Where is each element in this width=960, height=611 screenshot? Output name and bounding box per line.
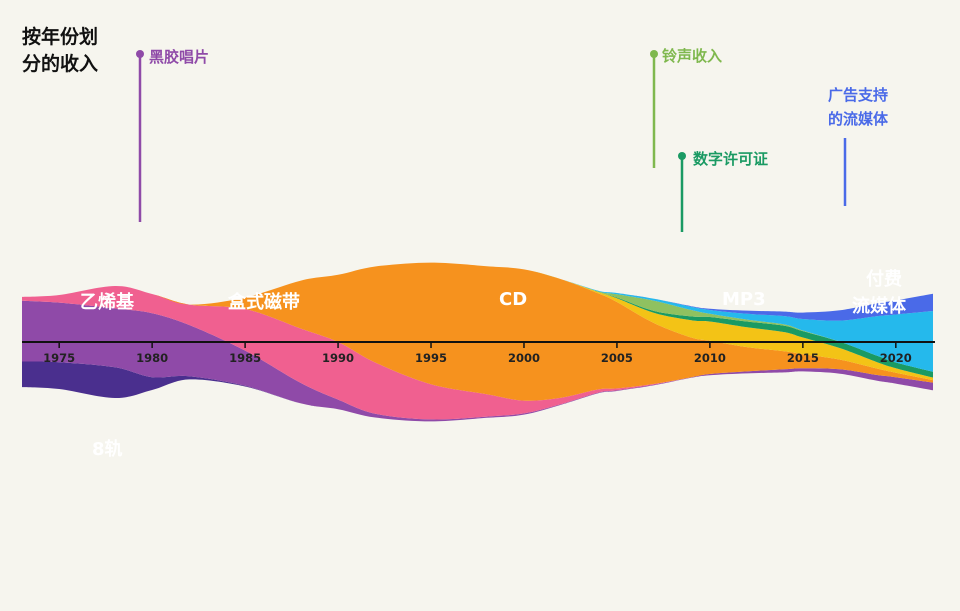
x-tick-label: 1995: [415, 351, 448, 365]
label-vinyl: 乙烯基: [80, 292, 134, 313]
annotation-ad-streaming-line-2: 的流媒体: [828, 110, 889, 128]
x-tick-label: 1990: [322, 351, 355, 365]
label-mp3: MP3: [722, 289, 766, 310]
annotation-pointer-dot: [650, 50, 658, 58]
stream-band-2: [22, 285, 933, 420]
label-paid-streaming-line-2: 流媒体: [852, 296, 906, 317]
label-paid-streaming-line-1: 付费: [866, 269, 902, 290]
stream-band-7: [22, 262, 933, 372]
x-tick-label: 2015: [786, 351, 819, 365]
chart-title-line-2: 分的收入: [22, 53, 99, 75]
annotation-pointer-dot: [678, 152, 686, 160]
x-tick-label: 1985: [229, 351, 262, 365]
annotation-ringtones: 铃声收入: [662, 47, 723, 65]
stream-band-3: [22, 262, 933, 401]
stream-band-8: [22, 262, 933, 321]
label-cassette: 盒式磁带: [228, 292, 300, 313]
annotation-pointer-dot: [136, 50, 144, 58]
x-tick-label: 1975: [43, 351, 76, 365]
label-cd: CD: [499, 289, 528, 310]
x-tick-label: 1980: [136, 351, 169, 365]
stream-band-0: [22, 361, 933, 422]
x-tick-label: 2005: [600, 351, 633, 365]
label-paid-streaming: 付费 流媒体: [852, 266, 906, 320]
annotation-digital-licenses: 数字许可证: [693, 150, 769, 168]
x-tick-label: 2020: [879, 351, 912, 365]
annotation-ad-streaming: 广告支持 的流媒体: [828, 83, 888, 131]
label-8track: 8轨: [92, 439, 123, 460]
chart-title: 按年份划 分的收入: [22, 24, 98, 78]
x-tick-label: 2000: [507, 351, 540, 365]
annotation-vinyl-records: 黑胶唱片: [149, 48, 210, 66]
chart-title-line-1: 按年份划: [22, 26, 99, 48]
annotation-ad-streaming-line-1: 广告支持: [828, 86, 889, 104]
stream-band-1: [22, 300, 933, 422]
x-tick-label: 2010: [693, 351, 726, 365]
